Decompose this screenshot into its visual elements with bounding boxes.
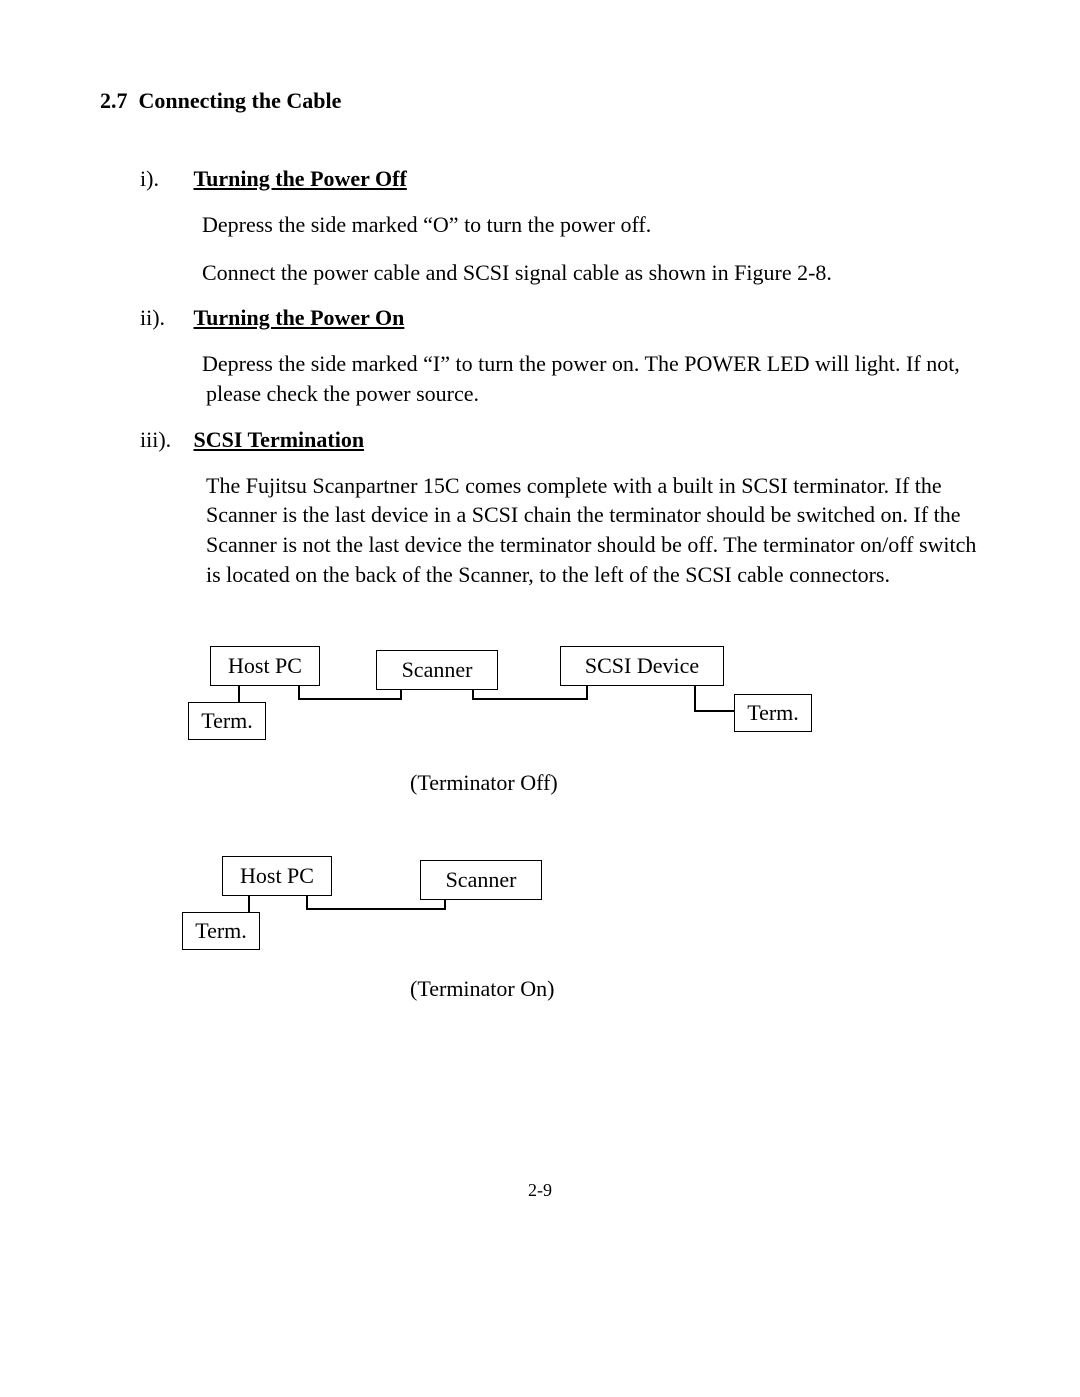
node-scanner-1: Scanner [376, 650, 498, 690]
diagram-terminator-on: Host PC Scanner Term. (Terminator On) [100, 856, 980, 1026]
node-scanner-1-label: Scanner [402, 657, 473, 683]
para-2-1: Depress the side marked “I” to turn the … [202, 349, 980, 408]
wire [694, 686, 696, 712]
node-host-pc-1-label: Host PC [228, 653, 302, 679]
sub-title-2: Turning the Power On [194, 305, 405, 330]
wire [400, 690, 402, 700]
node-term-right-1: Term. [734, 694, 812, 732]
sub-title-1: Turning the Power Off [194, 166, 407, 191]
node-host-pc-1: Host PC [210, 646, 320, 686]
sub-title-3: SCSI Termination [194, 427, 365, 452]
node-term-left-1-label: Term. [201, 708, 253, 734]
sub-num-3: iii). [140, 427, 188, 453]
node-term-right-1-label: Term. [747, 700, 799, 726]
wire [248, 896, 250, 912]
sub-heading-2: ii). Turning the Power On [140, 305, 980, 331]
page-content: 2.7 Connecting the Cable i). Turning the… [100, 88, 980, 1026]
node-host-pc-2: Host PC [222, 856, 332, 896]
diagram-terminator-off: Host PC Scanner SCSI Device Term. Term. … [100, 646, 980, 826]
caption-terminator-off: (Terminator Off) [410, 770, 558, 796]
node-term-left-2-label: Term. [195, 918, 247, 944]
sub-heading-1: i). Turning the Power Off [140, 166, 980, 192]
page-number: 2-9 [0, 1180, 1080, 1201]
node-scanner-2: Scanner [420, 860, 542, 900]
section-title: Connecting the Cable [139, 88, 342, 113]
para-3-1: The Fujitsu Scanpartner 15C comes comple… [202, 471, 980, 590]
section-number: 2.7 [100, 88, 128, 113]
node-host-pc-2-label: Host PC [240, 863, 314, 889]
para-1-2: Connect the power cable and SCSI signal … [202, 258, 980, 288]
sub-num-1: i). [140, 166, 188, 192]
section-heading: 2.7 Connecting the Cable [100, 88, 980, 114]
wire [694, 710, 734, 712]
node-scsi-device-label: SCSI Device [585, 653, 699, 679]
sub-item-1: i). Turning the Power Off Depress the si… [140, 166, 980, 287]
sub-item-2: ii). Turning the Power On Depress the si… [140, 305, 980, 408]
wire [472, 698, 588, 700]
wire [444, 900, 446, 910]
wire [298, 698, 402, 700]
wire [586, 686, 588, 700]
sub-item-3: iii). SCSI Termination The Fujitsu Scanp… [140, 427, 980, 590]
node-term-left-1: Term. [188, 702, 266, 740]
caption-terminator-on: (Terminator On) [410, 976, 554, 1002]
sub-num-2: ii). [140, 305, 188, 331]
para-1-1: Depress the side marked “O” to turn the … [202, 210, 980, 240]
wire [306, 908, 446, 910]
node-term-left-2: Term. [182, 912, 260, 950]
wire [238, 686, 240, 702]
node-scanner-2-label: Scanner [446, 867, 517, 893]
node-scsi-device: SCSI Device [560, 646, 724, 686]
sub-heading-3: iii). SCSI Termination [140, 427, 980, 453]
